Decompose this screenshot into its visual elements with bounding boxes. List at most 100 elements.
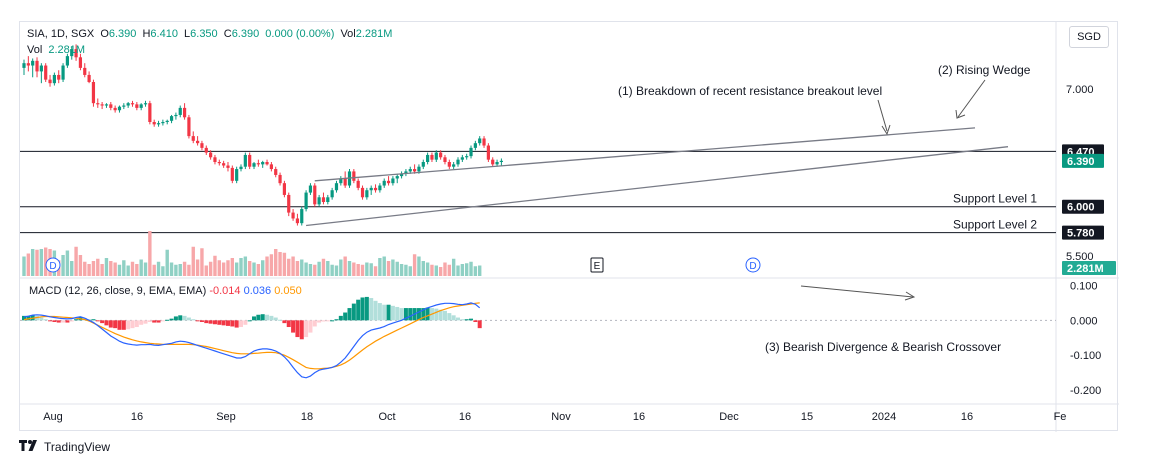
macd-histogram-bar	[321, 320, 326, 322]
time-tick-label: 16	[131, 411, 143, 423]
volume-bar	[347, 261, 352, 276]
candle-body	[373, 187, 378, 191]
candle-body	[74, 49, 78, 58]
volume-bar	[291, 256, 295, 276]
candle-body	[486, 145, 490, 160]
macd-tick-label: 0.100	[1070, 280, 1098, 292]
macd-legend-part: MACD (12, 26, close, 9, EMA, EMA)	[29, 285, 209, 297]
macd-histogram-bar	[169, 318, 174, 321]
dividend-marker	[745, 257, 761, 273]
volume-bar	[204, 265, 208, 276]
volume-bar	[35, 249, 39, 276]
candle-body	[274, 169, 278, 175]
divergence-arrow	[800, 285, 914, 298]
candle-body	[495, 162, 499, 165]
open-value: 6.390	[108, 28, 137, 40]
macd-histogram-bar	[304, 320, 309, 338]
candle-body	[52, 74, 56, 84]
volume-bar	[44, 247, 48, 276]
candle-body	[395, 176, 399, 179]
price-tick-label: 5.500	[1066, 251, 1094, 263]
candle-body	[421, 162, 425, 167]
chart-canvas[interactable]: Support Level 1 Support Level 2 (1) Breakd…	[20, 22, 1119, 432]
arrow-head	[881, 124, 891, 136]
arrow-head	[955, 109, 966, 119]
macd-line	[23, 302, 481, 379]
volume-bar	[304, 262, 308, 276]
candle-body	[78, 57, 83, 68]
macd-histogram-bar	[173, 316, 178, 321]
macd-histogram-bar	[74, 319, 79, 321]
currency-button[interactable]: SGD	[1069, 26, 1109, 48]
macd-histogram-bar	[234, 320, 239, 328]
candle-body	[356, 180, 360, 188]
macd-histogram-bar	[147, 320, 152, 323]
volume-bar	[234, 262, 239, 276]
candle-body	[31, 60, 35, 66]
time-tick-label: 16	[459, 411, 471, 423]
candle-body	[169, 116, 174, 121]
candle-body	[117, 106, 122, 111]
macd-histogram-bar	[195, 320, 200, 322]
macd-histogram-bar	[291, 320, 296, 333]
volume-bar	[269, 254, 274, 276]
volume-bar	[326, 261, 330, 276]
volume-bar	[417, 256, 421, 276]
candle-body	[35, 60, 39, 72]
volume-bar	[313, 264, 317, 276]
macd-histogram-bar	[338, 315, 343, 321]
candle-body	[22, 63, 26, 68]
macd-histogram-bar	[260, 314, 265, 321]
ohlc-header: SIA, 1D, SGX O6.390 H6.410 L6.350 C6.390…	[27, 28, 395, 40]
macd-histogram-bar	[390, 305, 395, 321]
macd-histogram-bar	[69, 320, 74, 322]
volume-bar	[22, 256, 26, 276]
candle-body	[413, 169, 417, 172]
candle-body	[139, 104, 143, 108]
price-axis-badge	[1062, 261, 1116, 275]
macd-histogram-bar	[317, 320, 322, 323]
macd-histogram-bar	[178, 315, 183, 321]
candle-body	[391, 178, 395, 184]
volume-bar	[352, 262, 356, 276]
candle-body	[408, 169, 412, 172]
price-badge-label: 5.780	[1067, 228, 1095, 240]
candle-body	[473, 143, 477, 148]
volume-bar	[26, 253, 31, 276]
candle-body	[113, 107, 117, 111]
macd-tick-label: -0.100	[1070, 350, 1101, 362]
candle-body	[499, 160, 503, 162]
price-tick-label: 7.000	[1066, 84, 1094, 96]
macd-histogram-bar	[442, 310, 447, 321]
candle-body	[452, 164, 456, 167]
candle-body	[226, 165, 230, 168]
candle-body	[109, 104, 113, 108]
macd-histogram-bar	[425, 307, 430, 321]
volume-bar	[39, 249, 44, 276]
candle-body	[460, 157, 464, 160]
chart-frame[interactable]: Support Level 1 Support Level 2 (1) Breakd…	[19, 21, 1119, 432]
macd-histogram-bar	[334, 319, 339, 321]
macd-histogram-bar	[61, 320, 66, 323]
macd-histogram-bar	[225, 320, 230, 326]
volume-bar	[456, 265, 460, 276]
volume-bar	[104, 258, 109, 276]
time-tick-label: Sep	[216, 411, 236, 423]
candle-body	[65, 56, 69, 66]
volume-bar	[113, 262, 117, 276]
vol-label: Vol	[340, 28, 356, 40]
volume-bar	[256, 264, 261, 276]
annotation-breakdown: (1) Breakdown of recent resistance break…	[618, 84, 882, 98]
macd-histogram-bar	[204, 320, 209, 324]
macd-histogram-bar	[39, 317, 44, 321]
brand-label: TradingView	[44, 440, 111, 454]
brand[interactable]: TradingView	[19, 440, 110, 454]
macd-histogram-bar	[308, 320, 313, 333]
volume-bar	[386, 261, 391, 276]
macd-histogram-bar	[265, 314, 270, 321]
macd-histogram-bar	[22, 315, 26, 321]
candle-body	[469, 147, 473, 157]
earnings-marker	[590, 257, 604, 273]
candle-body	[156, 123, 161, 125]
candle-body	[447, 162, 451, 167]
